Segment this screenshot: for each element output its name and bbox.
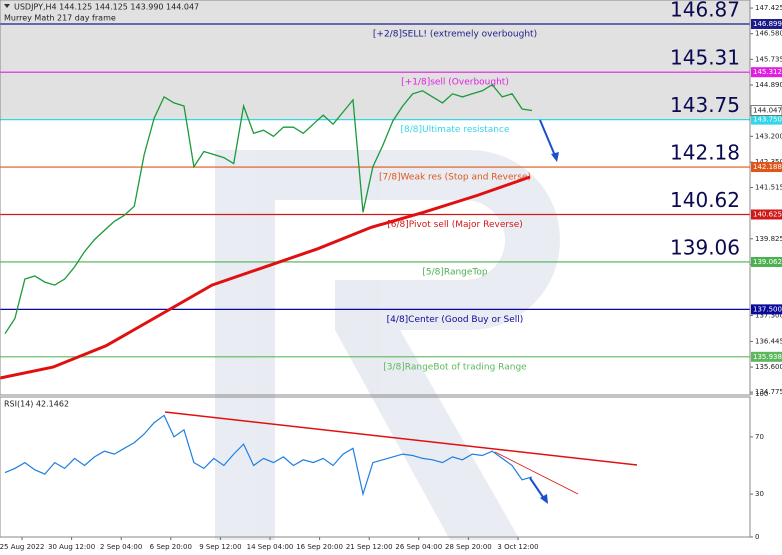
level-big-label: 146.87 (670, 0, 740, 22)
level-box (751, 209, 782, 220)
x-tick-label: 3 Oct 12:00 (497, 543, 538, 551)
level-box (751, 351, 782, 362)
level-box (751, 162, 782, 173)
price-line (4, 83, 533, 335)
level-big-label: 140.62 (670, 188, 740, 212)
y-tick-label: 136.445 (755, 337, 782, 345)
arrow (539, 119, 557, 159)
rsi-line (4, 414, 533, 497)
level-box-label: 135.938 (753, 353, 782, 361)
y-tick-label: 137.300 (755, 311, 782, 319)
level-big-label: 143.75 (670, 93, 740, 117)
rsi-frame (0, 396, 751, 538)
x-tick-label: 26 Sep 04:00 (395, 543, 442, 551)
level-box (751, 67, 782, 78)
subheader: Murrey Math 217 day frame (4, 14, 116, 23)
moving-average (0, 175, 531, 380)
level-box-label: 146.899 (753, 20, 782, 28)
level-label: [8/8]Ultimate resistance (401, 125, 510, 135)
arrow-head (551, 152, 559, 162)
x-tick-label: 6 Sep 20:00 (150, 543, 192, 551)
current-price-label: 144.047 (753, 107, 782, 115)
current-price-box (750, 105, 782, 116)
x-tick-label: 14 Sep 04:00 (247, 543, 294, 551)
x-tick-label: 21 Sep 12:00 (346, 543, 393, 551)
level-label: [7/8]Weak res (Stop and Reverse) (379, 173, 531, 183)
x-tick-label: 16 Sep 20:00 (296, 543, 343, 551)
level-label: [6/8]Pivot sell (Major Reverse) (387, 220, 523, 230)
y-tick-label: 139.825 (755, 235, 782, 243)
symbol-icon (4, 4, 10, 8)
level-label: [3/8]RangeBot of trading Range (383, 362, 527, 372)
arrow (529, 477, 546, 501)
level-box (751, 19, 782, 30)
level-label: [4/8]Center (Good Buy or Sell) (387, 315, 524, 325)
level-big-label: 142.18 (670, 141, 740, 165)
y-tick-label: 144.890 (755, 81, 782, 89)
main-frame (0, 0, 751, 396)
x-tick-label: 28 Sep 20:00 (445, 543, 492, 551)
level-box-label: 145.312 (753, 68, 782, 76)
y-tick-label: 143.200 (755, 132, 782, 140)
rsi-trendline (164, 411, 638, 466)
level-big-label: 145.31 (670, 46, 740, 70)
arrow-head (540, 494, 548, 504)
y-tick-label: 146.580 (755, 30, 782, 38)
overbought-zone (0, 0, 750, 120)
x-tick-label: 30 Aug 12:00 (48, 543, 95, 551)
y-tick-label: 141.515 (755, 183, 782, 191)
header: USDJPY,H4 144.125 144.125 143.990 144.04… (14, 3, 199, 12)
rsi-tick-label: 70 (755, 433, 764, 441)
x-tick-label: 9 Sep 12:00 (199, 543, 241, 551)
rsi-tick-label: 30 (755, 490, 764, 498)
level-big-label: 139.06 (670, 235, 740, 259)
level-box-label: 140.625 (753, 211, 782, 219)
level-box-label: 143.750 (753, 116, 782, 124)
rsi-tick-label: 0 (755, 533, 759, 541)
y-tick-label: 134.775 (755, 388, 782, 396)
rsi-tick-label: 100 (755, 390, 768, 398)
y-tick-label: 145.735 (755, 55, 782, 63)
level-box-label: 142.188 (753, 163, 782, 171)
y-tick-label: 147.425 (755, 4, 782, 12)
rsi-label: RSI(14) 42.1462 (4, 400, 69, 409)
x-tick-label: 2 Sep 04:00 (100, 543, 142, 551)
level-label: [+2/8]SELL! (extremely overbought) (373, 30, 537, 40)
level-label: [+1/8]sell (Overbought) (401, 78, 509, 88)
level-box (751, 114, 782, 125)
level-box-label: 137.500 (753, 305, 782, 313)
level-box (751, 304, 782, 315)
level-label: [5/8]RangeTop (422, 267, 488, 277)
y-tick-label: 135.600 (755, 363, 782, 371)
x-tick-label: 25 Aug 2022 (0, 543, 44, 551)
level-box-label: 139.062 (753, 258, 782, 266)
rsi-trendline (494, 451, 579, 495)
level-box (751, 256, 782, 267)
